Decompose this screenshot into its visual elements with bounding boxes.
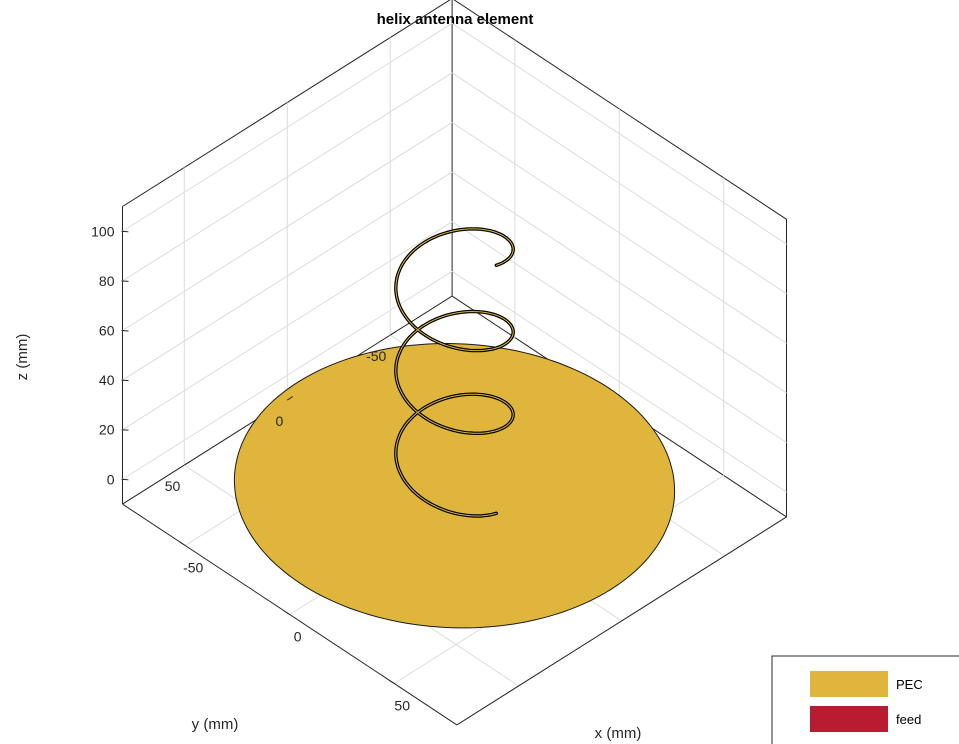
legend: PEC feed [771, 655, 959, 744]
axis-ticks: 0 20 40 60 80 100 -50 0 50 -50 0 50 [91, 223, 410, 713]
tick-label-x: 50 [394, 698, 410, 714]
chart-title: helix antenna element [377, 11, 534, 28]
tick-mark-x [179, 541, 186, 546]
tick-label-z: 40 [99, 372, 115, 388]
y-axis-label: y (mm) [192, 716, 239, 733]
legend-swatch-pec [810, 671, 888, 697]
ground-plane-disc [233, 343, 676, 629]
tick-label-z: 0 [107, 471, 115, 487]
helix-wire [394, 227, 515, 518]
z-axis-label: z (mm) [14, 334, 31, 381]
tick-label-z: 20 [99, 422, 115, 438]
box-edge-front-x-axis [456, 516, 787, 726]
ground-plane [233, 343, 676, 629]
tick-mark-z [121, 379, 129, 382]
tick-mark-z [121, 280, 129, 282]
helix-wire-core [395, 228, 514, 517]
tick-mark-z [121, 429, 129, 431]
tick-label-y: 0 [276, 413, 284, 429]
tick-mark-y [390, 331, 397, 336]
legend-swatch-feed [810, 706, 888, 732]
legend-label-pec: PEC [896, 677, 923, 692]
x-axis-label: x (mm) [595, 725, 642, 742]
tick-mark-z [121, 230, 129, 233]
tick-label-x: 0 [294, 629, 302, 645]
tick-mark-z [121, 330, 129, 332]
tick-label-z: 100 [91, 223, 115, 239]
tick-label-y: 50 [165, 478, 181, 494]
legend-label-feed: feed [896, 712, 921, 727]
tick-mark-x [388, 679, 395, 684]
tick-mark-x [283, 610, 290, 615]
tick-label-z: 80 [99, 273, 115, 289]
tick-label-z: 60 [99, 323, 115, 339]
tick-mark-z [121, 478, 129, 481]
tick-label-x: -50 [183, 560, 203, 576]
tick-label-y: -50 [366, 348, 386, 364]
tick-mark-y [287, 396, 294, 401]
tick-mark-y [184, 461, 191, 466]
